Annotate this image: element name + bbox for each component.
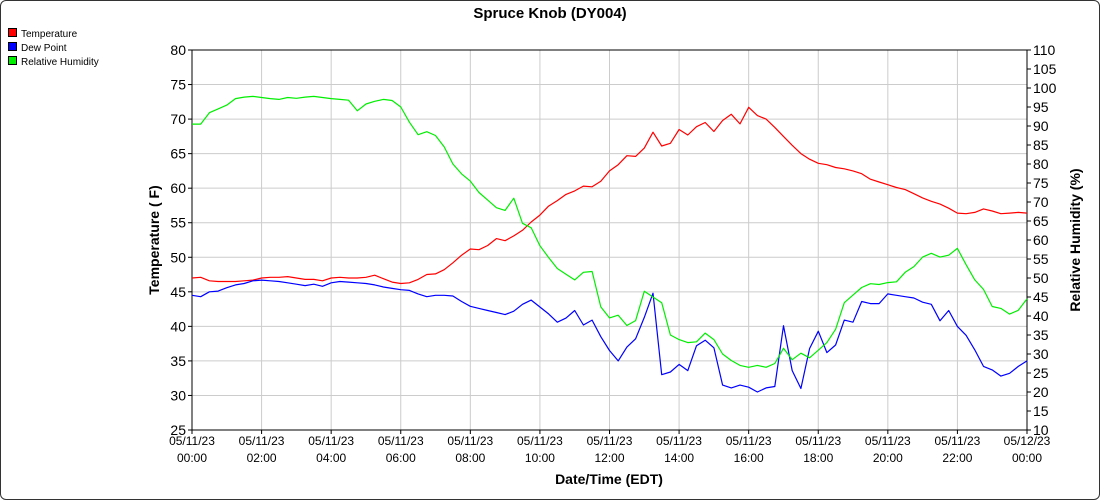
y-axis-label-left: Temperature ( F)	[146, 185, 162, 294]
legend: Temperature Dew Point Relative Humidity	[8, 28, 99, 70]
x-tick-label-date: 05/12/23	[1004, 434, 1051, 448]
series-line-dew-point	[191, 279, 1028, 393]
x-tick-label-time: 22:00	[942, 451, 972, 465]
x-tick-label-time: 12:00	[594, 451, 624, 465]
x-tick-label-date: 05/11/23	[795, 434, 841, 448]
y-tick-label-right: 70	[1033, 194, 1049, 210]
y-tick-label-right: 90	[1033, 118, 1049, 134]
y-tick-label-left: 75	[170, 77, 186, 93]
x-tick-label-date: 05/11/23	[587, 434, 633, 448]
y-tick-label-right: 55	[1033, 251, 1049, 267]
y-tick-label-right: 15	[1033, 403, 1049, 419]
x-tick-label-time: 00:00	[177, 451, 207, 465]
series-layer	[191, 95, 1028, 393]
y-tick-label-right: 35	[1033, 327, 1049, 343]
x-tick-label-time: 10:00	[525, 451, 555, 465]
y-axis-label-right: Relative Humidity (%)	[1067, 168, 1083, 311]
x-tick-label-time: 06:00	[386, 451, 416, 465]
y-tick-label-right: 45	[1033, 289, 1049, 305]
y-tick-label-left: 70	[170, 111, 186, 127]
y-tick-label-right: 75	[1033, 175, 1049, 191]
x-tick-label-time: 14:00	[664, 451, 694, 465]
y-tick-label-right: 110	[1033, 42, 1056, 58]
x-tick-label-date: 05/11/23	[935, 434, 981, 448]
legend-item-temperature: Temperature	[8, 28, 99, 42]
y-tick-label-left: 25	[170, 422, 186, 438]
y-tick-label-left: 30	[170, 387, 186, 403]
x-tick-label-time: 18:00	[803, 451, 833, 465]
x-tick-label-time: 20:00	[873, 451, 903, 465]
y-tick-label-left: 50	[170, 249, 186, 265]
y-tick-label-left: 40	[170, 318, 186, 334]
x-tick-label-time: 16:00	[734, 451, 764, 465]
x-tick-label-date: 05/11/23	[865, 434, 911, 448]
y-tick-label-right: 25	[1033, 365, 1049, 381]
legend-label-temperature: Temperature	[21, 29, 78, 40]
series-line-temperature	[191, 106, 1028, 285]
legend-swatch-dew-point	[8, 42, 17, 51]
y-tick-label-right: 30	[1033, 346, 1049, 362]
legend-swatch-relative-humidity	[8, 56, 17, 65]
y-tick-label-left: 45	[170, 284, 186, 300]
y-tick-label-left: 60	[170, 180, 186, 196]
chart-title: Spruce Knob (DY004)	[473, 5, 627, 22]
y-tick-label-left: 55	[170, 215, 186, 231]
y-tick-label-right: 50	[1033, 270, 1049, 286]
y-tick-label-right: 10	[1033, 422, 1049, 438]
y-tick-label-left: 35	[170, 353, 186, 369]
y-tick-label-left: 80	[170, 42, 186, 58]
y-tick-label-right: 105	[1033, 61, 1057, 77]
x-tick-label-date: 05/11/23	[378, 434, 424, 448]
x-axis-label: Date/Time (EDT)	[555, 471, 663, 487]
axes: 05/11/23 00:00 05/11/23 02:00 05/11/23 04:00 0…	[169, 42, 1056, 465]
x-tick-label-date: 05/11/23	[656, 434, 702, 448]
legend-label-dew-point: Dew Point	[21, 43, 67, 54]
y-tick-label-right: 85	[1033, 137, 1049, 153]
x-tick-label-date: 05/11/23	[308, 434, 354, 448]
legend-item-dew-point: Dew Point	[8, 42, 99, 56]
y-tick-label-left: 65	[170, 146, 186, 162]
series-line-relative-humidity	[192, 95, 1028, 368]
x-tick-label-date: 05/11/23	[169, 434, 215, 448]
y-tick-label-right: 20	[1033, 384, 1049, 400]
y-tick-label-right: 95	[1033, 99, 1049, 115]
x-tick-label-time: 08:00	[455, 451, 485, 465]
x-tick-label-date: 05/11/23	[517, 434, 563, 448]
y-tick-label-right: 80	[1033, 156, 1049, 172]
grid	[191, 49, 1028, 431]
legend-label-relative-humidity: Relative Humidity	[21, 57, 99, 68]
y-tick-label-right: 100	[1033, 80, 1057, 96]
x-tick-label-time: 02:00	[247, 451, 277, 465]
x-tick-label-date: 05/11/23	[239, 434, 285, 448]
legend-item-relative-humidity: Relative Humidity	[8, 56, 99, 70]
x-tick-label-date: 05/11/23	[726, 434, 772, 448]
legend-swatch-temperature	[8, 28, 17, 37]
x-tick-label-date: 05/11/23	[447, 434, 493, 448]
y-tick-label-right: 65	[1033, 213, 1049, 229]
y-tick-label-right: 40	[1033, 308, 1049, 324]
x-tick-label-time: 00:00	[1012, 451, 1042, 465]
x-tick-label-time: 04:00	[316, 451, 346, 465]
y-tick-label-right: 60	[1033, 232, 1049, 248]
